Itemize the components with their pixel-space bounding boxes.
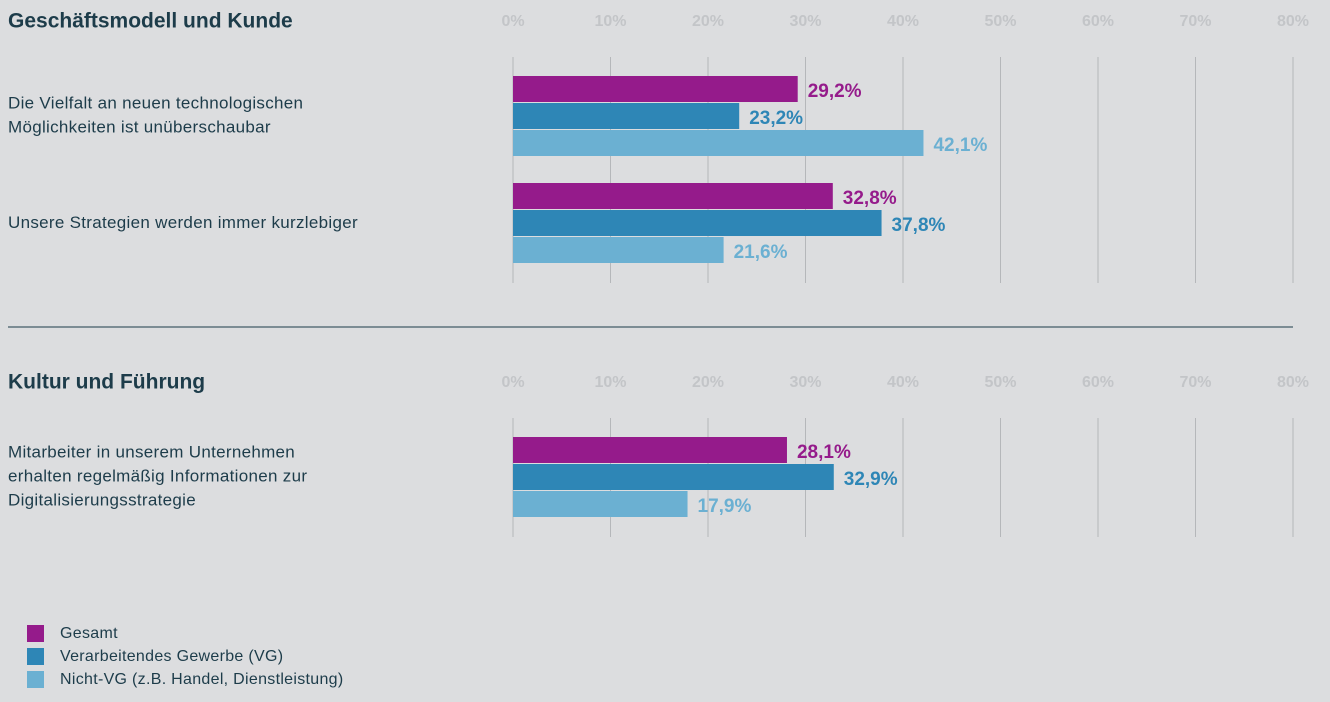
bar [513,183,833,209]
value-label: 32,8% [843,188,897,209]
x-tick-label: 80% [1277,13,1309,30]
legend-label: Verarbeitendes Gewerbe (VG) [60,648,283,665]
x-tick-label: 10% [594,374,626,391]
bar [513,437,787,463]
panel-title: Kultur und Führung [8,371,205,394]
legend-swatch [27,648,44,665]
legend-swatch [27,671,44,688]
x-tick-label: 0% [501,13,524,30]
value-label: 29,2% [808,81,862,102]
x-tick-label: 20% [692,374,724,391]
value-label: 37,8% [892,215,946,236]
bar [513,76,798,102]
bar [513,103,740,129]
panel-title: Geschäftsmodell und Kunde [8,10,293,33]
bar [513,210,882,236]
x-tick-label: 0% [501,374,524,391]
x-tick-label: 30% [789,374,821,391]
x-tick-label: 50% [984,13,1016,30]
legend-swatch [27,625,44,642]
category-label: Mitarbeiter in unserem Unternehmen erhalt… [8,443,307,510]
bar [513,491,688,517]
value-label: 21,6% [734,242,788,263]
x-tick-label: 70% [1179,374,1211,391]
x-tick-label: 50% [984,374,1016,391]
legend-label: Gesamt [60,625,118,642]
x-tick-label: 70% [1179,13,1211,30]
bar [513,237,724,263]
legend-label: Nicht-VG (z.B. Handel, Dienstleistung) [60,671,344,688]
value-label: 28,1% [797,442,851,463]
category-label: Unsere Strategien werden immer kurzlebig… [8,213,358,232]
x-tick-label: 20% [692,13,724,30]
bar [513,130,924,156]
x-tick-label: 10% [594,13,626,30]
x-tick-label: 40% [887,374,919,391]
x-tick-label: 60% [1082,374,1114,391]
x-tick-label: 30% [789,13,821,30]
value-label: 23,2% [749,108,803,129]
bar [513,464,834,490]
x-tick-label: 60% [1082,13,1114,30]
category-label: Die Vielfalt an neuen technologischen Mög… [8,94,303,137]
value-label: 42,1% [933,135,987,156]
value-label: 17,9% [698,496,752,517]
x-tick-label: 80% [1277,374,1309,391]
value-label: 32,9% [844,469,898,490]
x-tick-label: 40% [887,13,919,30]
